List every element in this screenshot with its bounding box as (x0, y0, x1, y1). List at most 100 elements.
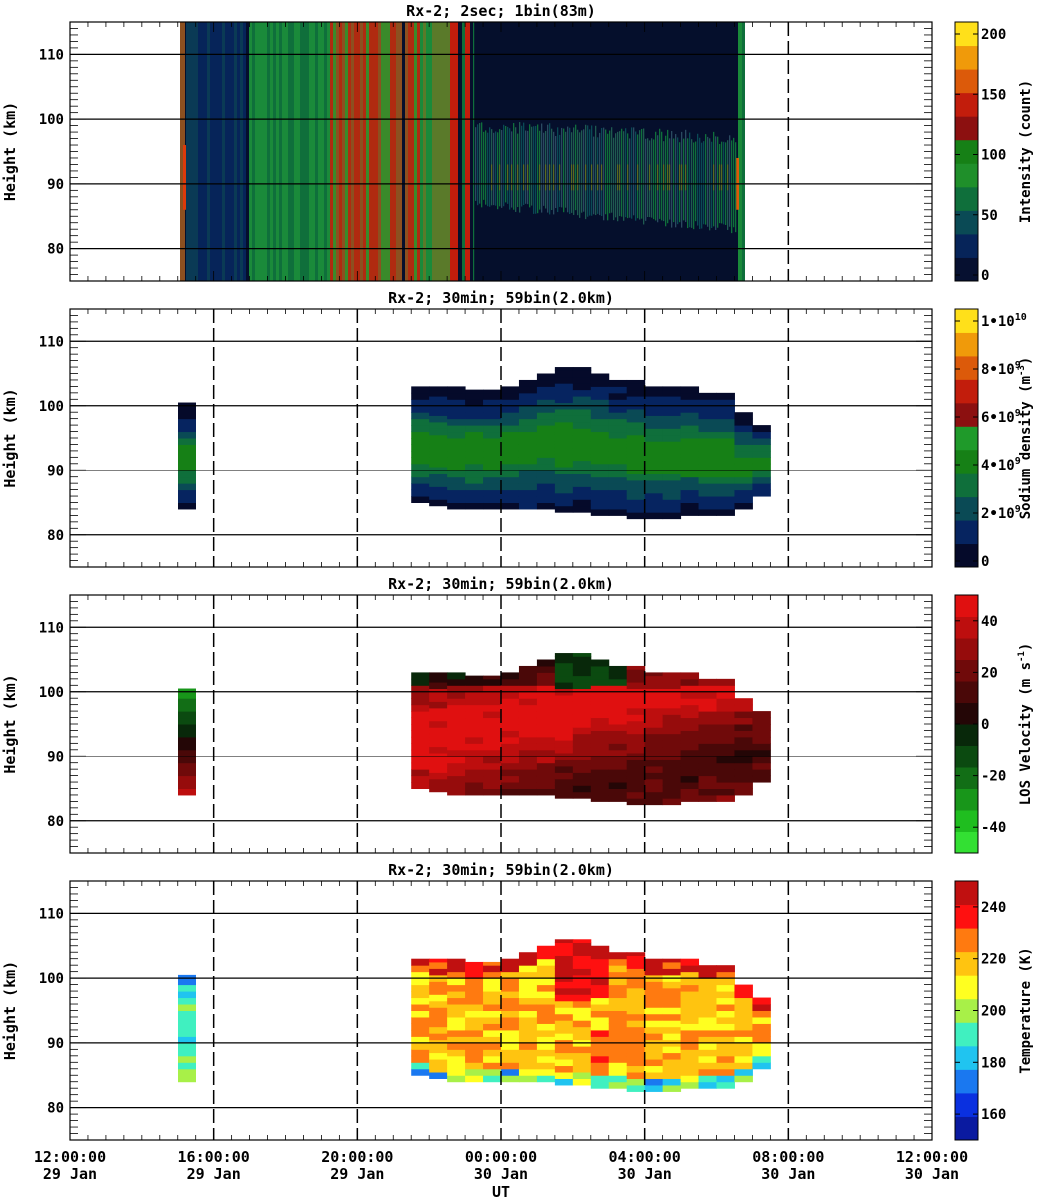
velocity-cell (590, 782, 610, 789)
density-cell (447, 386, 466, 394)
density-cell (411, 431, 430, 439)
velocity-cell (411, 782, 430, 789)
temperature-cell (662, 1000, 682, 1008)
intensity-layer (487, 132, 489, 207)
density-cell (572, 389, 592, 397)
temperature-cell (465, 1075, 484, 1083)
x-tick-date: 30 Jan (474, 1165, 528, 1183)
panel-title: Rx-2; 30min; 59bin(2.0km) (388, 575, 614, 593)
intensity-column (279, 22, 283, 281)
temperature-cell (608, 971, 628, 979)
velocity-cell (501, 698, 520, 706)
intensity-layer (561, 127, 563, 208)
intensity-layer-core (617, 164, 619, 191)
velocity-cell (518, 691, 538, 699)
density-cell (752, 476, 771, 484)
velocity-cell (698, 691, 717, 699)
intensity-column (381, 22, 385, 281)
temperature-cell (536, 1023, 556, 1031)
intensity-column (294, 22, 298, 281)
temperature-cell (716, 971, 735, 979)
temperature-cell (698, 1062, 717, 1070)
velocity-cell (178, 749, 196, 757)
velocity-cell (411, 691, 430, 699)
velocity-cell (429, 765, 448, 773)
velocity-cell (716, 775, 735, 783)
velocity-cell (608, 743, 628, 751)
temperature-cell (680, 984, 700, 992)
temperature-cell (411, 1042, 430, 1050)
velocity-cell (483, 704, 502, 712)
velocity-cell (662, 707, 682, 715)
colorbar-segment (955, 116, 978, 141)
velocity-cell (644, 772, 664, 780)
temperature-cell (608, 1049, 628, 1057)
velocity-cell (662, 765, 682, 773)
density-cell (501, 438, 520, 445)
density-cell (465, 412, 484, 420)
temperature-cell (698, 978, 717, 986)
intensity-layer (723, 141, 725, 225)
density-cell (752, 457, 771, 465)
temperature-cell (429, 1059, 448, 1067)
temperature-cell (662, 1046, 682, 1054)
colorbar-segment (955, 92, 978, 117)
colorbar-tick-label: 1•1010 (981, 312, 1027, 330)
density-cell (447, 450, 466, 458)
density-cell (554, 428, 574, 436)
intensity-layer (583, 129, 585, 212)
velocity-cell (429, 778, 448, 786)
temperature-cell (447, 1042, 466, 1050)
temperature-cell (518, 965, 538, 973)
temperature-cell (608, 958, 628, 966)
temperature-cell (518, 1029, 538, 1037)
intensity-layer-core (713, 164, 715, 191)
density-cell (518, 379, 538, 387)
velocity-cell (626, 665, 646, 670)
temperature-cell (716, 1036, 735, 1044)
density-cell (178, 502, 196, 510)
density-cell (501, 425, 520, 433)
temperature-cell (465, 1042, 484, 1050)
intensity-layer (703, 141, 705, 225)
temperature-cell (411, 984, 430, 992)
density-cell (178, 412, 196, 420)
intensity-layer (701, 142, 703, 229)
intensity-layer (599, 132, 601, 216)
colorbar-label: Temperature (K) (1018, 947, 1034, 1073)
density-cell (518, 431, 538, 439)
temperature-cell (680, 965, 700, 973)
velocity-cell (752, 762, 771, 770)
temperature-cell (608, 1042, 628, 1050)
velocity-cell (752, 736, 771, 744)
density-cell (644, 386, 664, 391)
intensity-column (333, 22, 337, 281)
density-cell (698, 438, 717, 445)
velocity-cell (590, 672, 610, 680)
velocity-cell (680, 794, 700, 802)
temperature-cell (644, 1072, 664, 1079)
density-cell (554, 389, 574, 397)
velocity-cell (644, 714, 664, 722)
velocity-cell (608, 794, 628, 802)
temperature-cell (572, 1000, 592, 1008)
density-cell (536, 405, 556, 413)
velocity-cell (644, 791, 664, 799)
intensity-column (405, 22, 409, 281)
density-cell (447, 405, 466, 413)
density-cell (698, 405, 717, 413)
density-cell (483, 470, 502, 478)
temperature-cell (411, 1004, 430, 1011)
density-cell (518, 502, 538, 510)
temperature-cell (554, 948, 574, 956)
intensity-column (258, 22, 262, 281)
velocity-cell (608, 678, 628, 686)
temperature-cell (734, 1075, 753, 1083)
colorbar-label: LOS Velocity (m s-1) (1017, 643, 1034, 806)
intensity-layer (493, 132, 495, 206)
intensity-layer (697, 133, 699, 226)
temperature-cell (644, 1000, 664, 1008)
intensity-layer (519, 122, 521, 213)
temperature-cell (465, 971, 484, 979)
density-cell (662, 428, 682, 436)
